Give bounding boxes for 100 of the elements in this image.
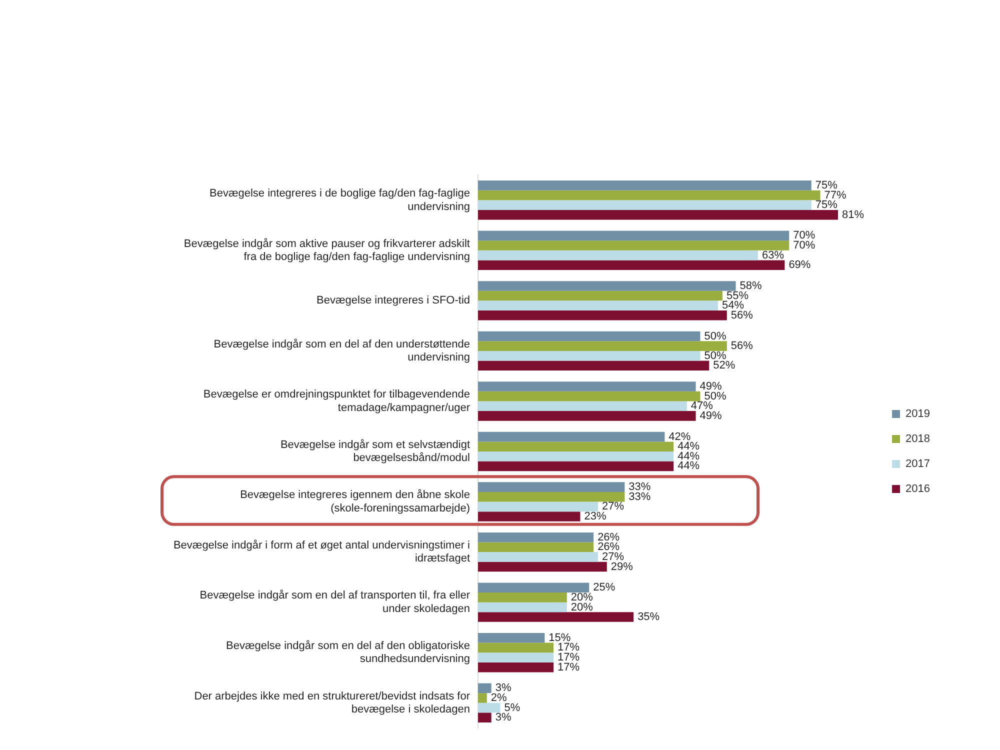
legend-label: 2018	[906, 433, 930, 446]
bar	[478, 602, 567, 612]
legend-label: 2017	[906, 458, 930, 470]
bar	[478, 642, 554, 653]
bar	[478, 240, 790, 250]
data-label: 70%	[793, 240, 816, 252]
data-label: 77%	[824, 189, 846, 202]
bar	[478, 382, 696, 392]
y-tick-label: Bevægelse indgår som en del af transporten til, fra eller under skoledagen	[200, 590, 470, 615]
data-label: 29%	[610, 560, 634, 573]
bar	[478, 360, 710, 371]
legend-label: 2019	[906, 408, 930, 420]
data-label: 23%	[584, 510, 606, 523]
bar	[478, 300, 718, 310]
legend-label: 2016	[906, 483, 930, 496]
bar	[478, 432, 665, 442]
data-label: 17%	[558, 661, 580, 674]
bar	[478, 442, 674, 452]
data-label: 35%	[638, 611, 660, 624]
data-label: 5%	[504, 702, 520, 714]
bar	[478, 693, 487, 703]
data-label: 49%	[700, 380, 722, 393]
data-label: 75%	[815, 179, 838, 192]
data-label: 26%	[598, 531, 620, 544]
data-label: 42%	[668, 430, 691, 443]
y-tick-label: Bevægelse integreres i de boglige fag/den fag-faglige undervisning	[209, 188, 470, 213]
data-label: 27%	[602, 500, 624, 513]
data-label: 20%	[570, 591, 594, 604]
bar	[478, 532, 594, 542]
data-label: 63%	[762, 249, 784, 262]
bar	[478, 350, 700, 361]
bar	[478, 341, 727, 351]
data-label: 58%	[740, 280, 762, 292]
data-label: 54%	[722, 300, 744, 312]
y-tick-label: Bevægelse er omdrejningspunktet for tilbagevendende temadage/kampagner/uger	[203, 388, 470, 414]
y-tick-label: Der arbejdes ikke med en struktureret/bevidst indsats for bevægelse i skoledagen	[194, 690, 470, 716]
bar	[478, 260, 785, 270]
y-tick-label: Bevægelse indgår som et selvstændigt bevægelsesbånd/modul	[280, 438, 470, 464]
data-label: 47%	[690, 400, 714, 412]
data-label: 25%	[593, 582, 616, 594]
data-label: 26%	[598, 541, 620, 554]
data-label: 3%	[495, 712, 512, 724]
data-label: 69%	[788, 259, 811, 272]
data-label: 70%	[793, 230, 816, 242]
y-tick-label: Bevægelse indgår som aktive pauser og frikvarterer adskilt fra de boglige fag/den fag-faglige undervisning	[184, 238, 470, 264]
data-label: 17%	[558, 642, 580, 654]
bar	[478, 411, 696, 421]
y-tick-label: Bevægelse indgår som en del af den understøttende undervisning	[214, 338, 470, 364]
bar	[478, 502, 598, 512]
data-label: 81%	[842, 208, 864, 221]
data-label: 52%	[713, 360, 736, 372]
data-label: 50%	[704, 390, 726, 402]
data-label: 3%	[495, 682, 512, 694]
bar	[478, 290, 722, 301]
bar	[478, 562, 607, 572]
data-label: 33%	[628, 481, 651, 494]
bar	[478, 582, 590, 593]
data-label: 44%	[678, 450, 700, 462]
y-tick-label: Bevægelse indgår i form af et øget antal undervisningstimer i idrætsfaget	[173, 539, 470, 565]
data-label: 75%	[815, 199, 838, 212]
data-label: 56%	[730, 309, 754, 322]
bar	[478, 712, 492, 722]
data-label: 50%	[704, 330, 726, 342]
y-tick-label: Bevægelse integreres igennem den åbne skole (skole-foreningssamarbejde)	[240, 489, 470, 514]
data-label: 2%	[490, 692, 508, 704]
bar	[478, 592, 567, 602]
bar	[478, 652, 554, 662]
data-label: 33%	[628, 490, 651, 503]
data-label: 55%	[726, 290, 749, 302]
y-tick-label: Bevægelse integreres i SFO-tid	[316, 294, 470, 307]
bar	[478, 180, 812, 190]
bar	[478, 552, 598, 562]
bar	[478, 482, 625, 492]
data-label: 56%	[730, 340, 754, 352]
data-label: 15%	[548, 632, 571, 644]
bar	[478, 662, 554, 672]
bar	[478, 310, 727, 320]
bar	[478, 401, 687, 412]
y-tick-label: Bevægelse indgår som en del af den obligatoriske sundhedsundervisning	[226, 640, 470, 666]
bar	[478, 331, 700, 342]
bar	[478, 230, 790, 241]
bar	[478, 512, 580, 522]
bar	[478, 542, 594, 552]
bar	[478, 492, 625, 502]
bar	[478, 612, 634, 622]
data-label: 44%	[678, 440, 700, 453]
data-label: 44%	[678, 460, 700, 472]
data-label: 27%	[602, 550, 624, 563]
bar	[478, 281, 736, 291]
data-label: 17%	[558, 652, 580, 664]
bar	[478, 190, 820, 200]
bar	[478, 452, 674, 462]
data-label: 49%	[700, 410, 722, 422]
bar	[478, 250, 758, 260]
bar	[478, 200, 812, 210]
bar	[478, 210, 838, 220]
bar	[478, 632, 545, 643]
bar	[478, 461, 674, 472]
data-label: 20%	[570, 601, 594, 614]
bar	[478, 391, 700, 402]
